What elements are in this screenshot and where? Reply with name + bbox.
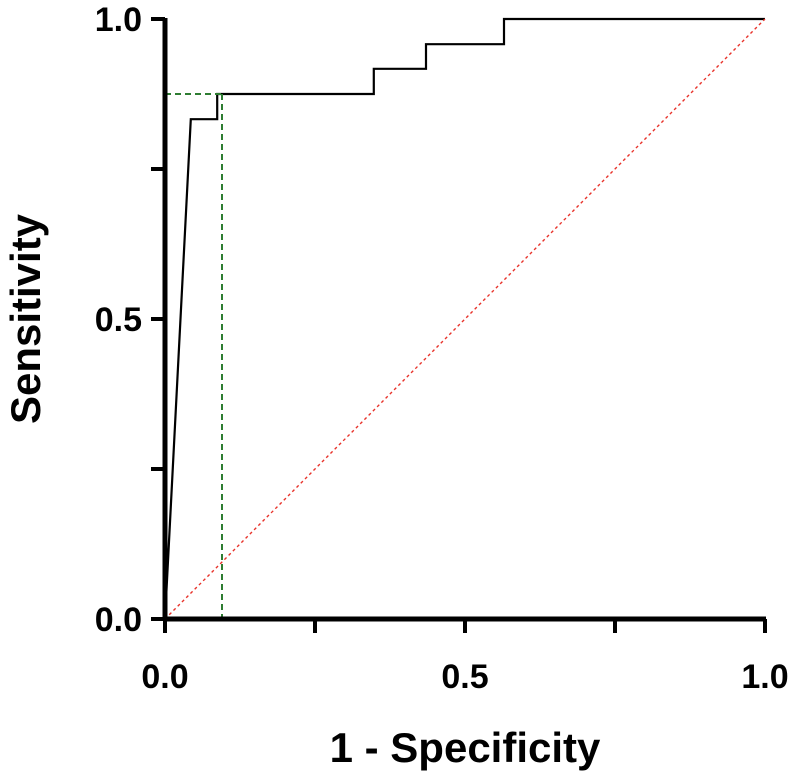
x-axis-title: 1 - Specificity — [330, 724, 601, 771]
x-tick-label: 0.0 — [141, 658, 188, 696]
reference-diagonal-line — [164, 18, 766, 620]
y-tick-label: 1.0 — [95, 1, 142, 39]
x-tick-label: 0.5 — [441, 658, 488, 696]
ticks-layer: 0.0 0.5 1.0 0.0 0.5 1.0 — [95, 1, 789, 696]
y-tick-label: 0.0 — [95, 601, 142, 639]
series-layer — [163, 17, 766, 620]
roc-curve-line — [163, 17, 765, 620]
y-axis-title: Sensitivity — [2, 213, 49, 424]
y-tick-label: 0.5 — [95, 301, 142, 339]
x-tick-label: 1.0 — [741, 658, 788, 696]
cutoff-guide-layer — [165, 93, 223, 619]
